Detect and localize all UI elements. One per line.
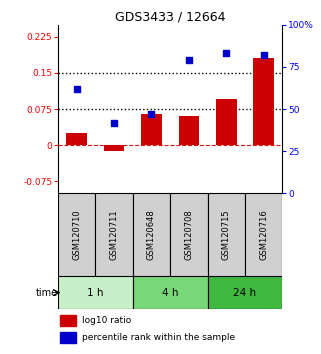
Point xyxy=(261,52,266,58)
Text: GSM120716: GSM120716 xyxy=(259,209,268,260)
Bar xyxy=(58,193,95,276)
Bar xyxy=(95,193,133,276)
Text: GSM120708: GSM120708 xyxy=(184,209,193,260)
Text: 1 h: 1 h xyxy=(87,287,103,298)
Bar xyxy=(170,193,208,276)
Bar xyxy=(60,315,76,326)
Text: percentile rank within the sample: percentile rank within the sample xyxy=(82,333,236,342)
Bar xyxy=(208,193,245,276)
Bar xyxy=(104,145,124,151)
Text: time: time xyxy=(36,287,58,298)
Bar xyxy=(66,133,87,145)
Text: GSM120710: GSM120710 xyxy=(72,209,81,260)
Text: GSM120648: GSM120648 xyxy=(147,209,156,260)
Bar xyxy=(178,116,199,145)
Bar xyxy=(141,114,162,145)
Point xyxy=(74,86,79,92)
Bar xyxy=(60,332,76,343)
Point xyxy=(186,57,191,63)
Bar xyxy=(216,99,237,145)
Title: GDS3433 / 12664: GDS3433 / 12664 xyxy=(115,11,225,24)
Point xyxy=(111,120,117,125)
Text: 24 h: 24 h xyxy=(233,287,256,298)
Bar xyxy=(58,276,133,309)
Point xyxy=(149,111,154,117)
Point xyxy=(224,51,229,56)
Text: log10 ratio: log10 ratio xyxy=(82,316,132,325)
Text: 4 h: 4 h xyxy=(162,287,178,298)
Bar xyxy=(133,276,208,309)
Bar xyxy=(208,276,282,309)
Text: GSM120715: GSM120715 xyxy=(222,209,231,260)
Text: GSM120711: GSM120711 xyxy=(109,209,118,260)
Bar xyxy=(245,193,282,276)
Bar xyxy=(133,193,170,276)
Bar xyxy=(254,58,274,145)
